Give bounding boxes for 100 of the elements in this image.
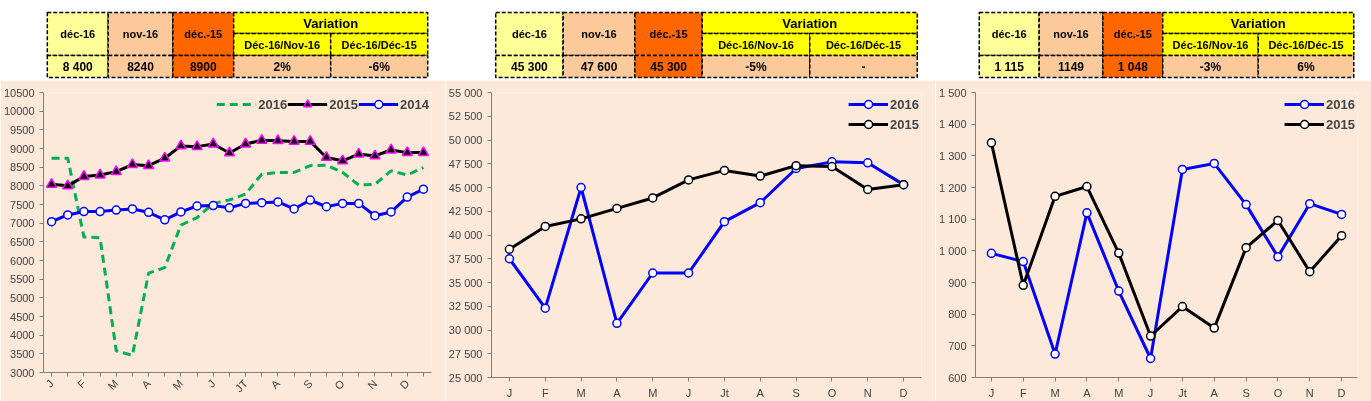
text: 47 600 [580, 59, 618, 74]
x-tick-label: J [1147, 386, 1154, 399]
text: 45 300 [511, 59, 549, 74]
text: nov-16 [581, 28, 617, 40]
text: déc-16 [60, 28, 96, 40]
legend-label: 2016 [890, 96, 919, 112]
y-tick-label: 900 [948, 276, 967, 289]
x-tick-label: A [268, 376, 283, 391]
point [223, 146, 236, 157]
point [369, 149, 381, 160]
point [321, 202, 332, 212]
point [1273, 215, 1283, 226]
point [143, 207, 154, 218]
x-tick-label: Jt [720, 386, 729, 399]
x-tick-label: M [648, 386, 658, 399]
y-tick-label: 6000 [10, 254, 35, 267]
text: Déc-16/Nov-16 [718, 38, 794, 51]
text: déc-16 [991, 28, 1027, 40]
point [176, 207, 186, 217]
point [256, 133, 268, 144]
text: -5% [745, 59, 768, 74]
y-tick-label: 8500 [10, 161, 35, 174]
x-tick-label: JT [232, 377, 251, 395]
point [504, 244, 515, 254]
point [1145, 353, 1156, 364]
point [78, 169, 90, 181]
point [1336, 209, 1347, 220]
point [385, 143, 397, 154]
x-tick-label: N [1305, 386, 1314, 399]
point [208, 200, 218, 211]
y-tick-label: 9000 [10, 142, 35, 155]
text: Variation [782, 15, 838, 31]
point [1209, 158, 1219, 169]
legend-label: 2016 [1326, 96, 1355, 112]
y-tick-label: 1 500 [938, 86, 967, 99]
point [175, 139, 187, 150]
point [239, 137, 252, 148]
point [79, 206, 89, 217]
y-tick-label: 25 000 [448, 371, 483, 384]
y-tick-label: 5000 [10, 291, 35, 304]
x-tick-label: N [365, 377, 380, 392]
x-tick-label: Jt [1178, 386, 1187, 399]
point [273, 197, 283, 207]
y-tick-label: 1 400 [938, 118, 967, 131]
y-tick-label: 10000 [3, 105, 35, 118]
x-tick-label: D [1337, 386, 1346, 399]
x-tick-label: F [74, 377, 89, 391]
x-tick-label: F [541, 386, 549, 399]
point [288, 134, 300, 146]
x-tick-label: M [170, 377, 186, 393]
text: Variation [1230, 15, 1286, 31]
point [191, 140, 203, 151]
point [63, 210, 73, 220]
point [504, 254, 515, 264]
point [1177, 164, 1188, 175]
x-tick-label: J [43, 377, 56, 390]
x-tick-label: O [1273, 386, 1283, 399]
point [827, 161, 837, 172]
x-tick-label: A [1210, 386, 1219, 399]
point [683, 268, 694, 278]
x-tick-label: A [756, 386, 765, 399]
x-tick-label: S [300, 377, 315, 391]
y-tick-label: 7500 [10, 198, 35, 211]
point [160, 215, 170, 225]
point [612, 318, 622, 329]
point [540, 221, 550, 232]
legend-label: 2014 [400, 96, 429, 112]
text: 2% [273, 59, 292, 74]
y-tick-label: 1 100 [938, 213, 967, 226]
point [386, 207, 396, 217]
text: Déc-16/Déc-15 [825, 38, 902, 51]
legend-label: 2016 [258, 96, 288, 112]
y-tick-label: 4500 [10, 310, 35, 323]
text: -3% [1199, 59, 1222, 74]
y-tick-label: 6500 [10, 235, 35, 248]
point [111, 205, 121, 215]
text: 45 300 [650, 59, 688, 74]
point [1018, 280, 1028, 291]
y-tick-label: 8000 [10, 179, 35, 192]
x-tick-label: M [1050, 386, 1060, 399]
point [1050, 349, 1060, 359]
point [207, 137, 219, 148]
y-tick-label: 1 300 [938, 149, 967, 162]
point [1082, 181, 1092, 192]
point [986, 138, 997, 148]
text: nov-16 [122, 28, 159, 40]
line-series [50, 156, 425, 357]
point [540, 303, 550, 313]
point [337, 198, 348, 209]
text: déc.-15 [649, 28, 688, 40]
point [240, 198, 251, 209]
y-tick-label: 600 [948, 371, 967, 384]
text: -6% [368, 59, 391, 74]
point [986, 248, 997, 259]
point [192, 201, 202, 211]
x-tick-label: S [1242, 386, 1250, 399]
y-tick-label: 52 500 [448, 110, 483, 123]
y-tick-label: 1 000 [938, 244, 967, 257]
y-tick-label: 37 500 [448, 252, 483, 265]
point [755, 197, 765, 208]
